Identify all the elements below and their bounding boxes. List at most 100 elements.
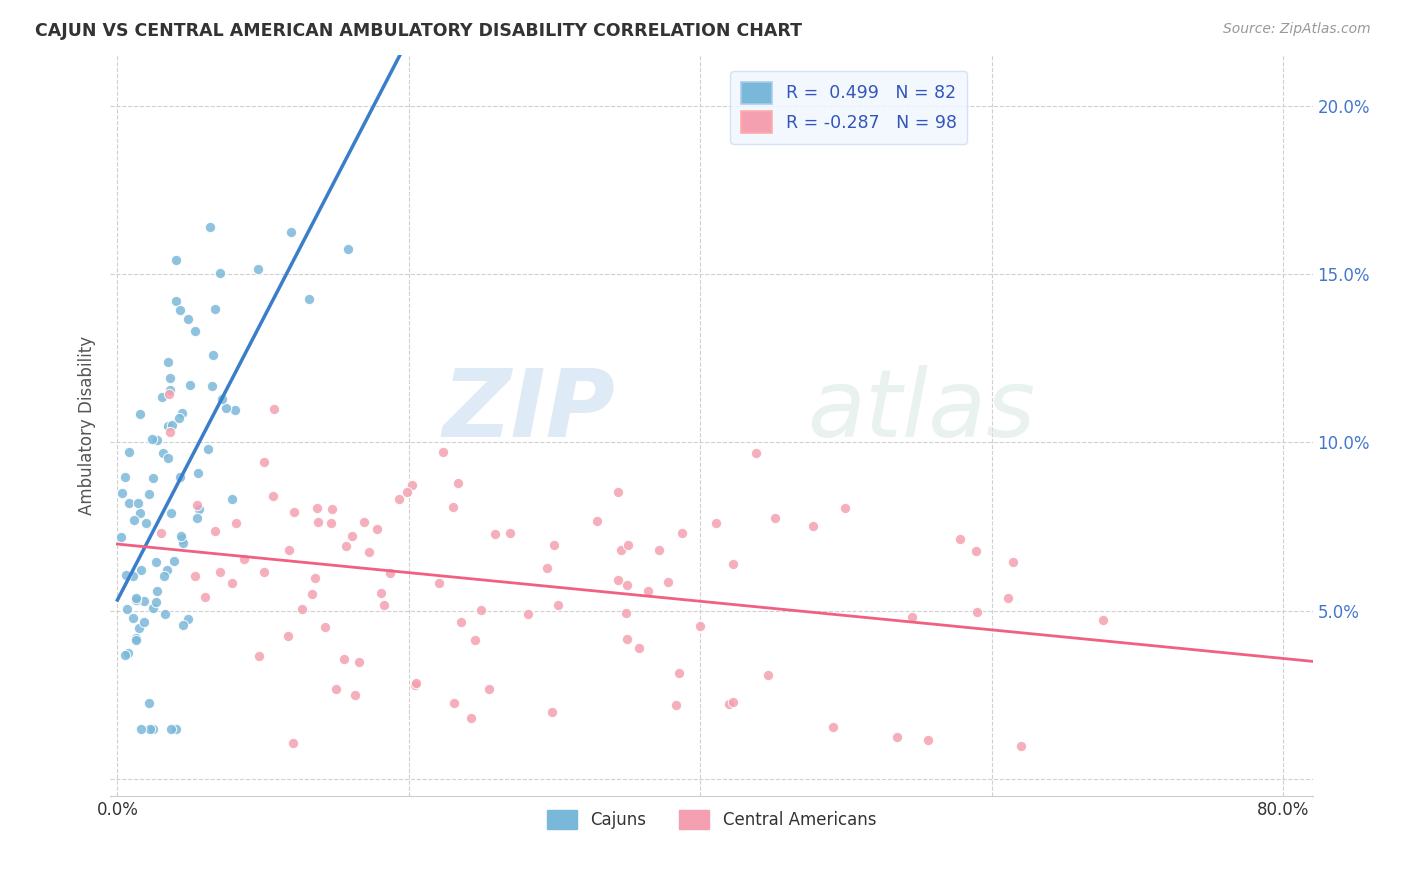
Point bbox=[366, 522, 388, 536]
Point bbox=[115, 602, 138, 616]
Point bbox=[118, 445, 141, 459]
Point bbox=[763, 510, 786, 524]
Legend: Cajuns, Central Americans: Cajuns, Central Americans bbox=[540, 804, 883, 836]
Point bbox=[547, 598, 569, 612]
Point bbox=[150, 525, 173, 540]
Point bbox=[353, 515, 375, 529]
Point bbox=[745, 446, 768, 460]
Text: Source: ZipAtlas.com: Source: ZipAtlas.com bbox=[1223, 22, 1371, 37]
Point bbox=[184, 324, 207, 338]
Point bbox=[129, 407, 152, 421]
Point bbox=[834, 501, 856, 516]
Point bbox=[966, 605, 988, 619]
Point bbox=[135, 516, 157, 531]
Point bbox=[187, 467, 209, 481]
Point bbox=[204, 524, 226, 538]
Point bbox=[949, 532, 972, 546]
Point bbox=[280, 225, 302, 239]
Point bbox=[801, 518, 824, 533]
Point bbox=[221, 492, 243, 507]
Point bbox=[221, 576, 243, 591]
Point bbox=[197, 442, 219, 456]
Point bbox=[657, 574, 679, 589]
Point bbox=[464, 632, 486, 647]
Point bbox=[450, 615, 472, 629]
Point bbox=[215, 401, 238, 415]
Point bbox=[125, 632, 148, 646]
Point bbox=[307, 501, 329, 516]
Point bbox=[179, 378, 201, 392]
Point bbox=[395, 484, 418, 499]
Point bbox=[517, 607, 540, 621]
Point bbox=[321, 502, 343, 516]
Point bbox=[721, 558, 744, 572]
Point bbox=[165, 253, 187, 268]
Point bbox=[145, 555, 167, 569]
Point bbox=[900, 609, 922, 624]
Point bbox=[172, 407, 194, 421]
Point bbox=[291, 601, 314, 615]
Point bbox=[470, 603, 492, 617]
Point bbox=[689, 618, 711, 632]
Point bbox=[157, 418, 180, 433]
Point bbox=[225, 516, 247, 531]
Point bbox=[378, 566, 401, 581]
Point bbox=[156, 563, 179, 577]
Point bbox=[283, 736, 305, 750]
Point bbox=[614, 606, 637, 620]
Point bbox=[429, 576, 451, 591]
Point bbox=[606, 574, 628, 588]
Point bbox=[211, 392, 233, 406]
Point bbox=[1091, 613, 1114, 627]
Point bbox=[543, 538, 565, 552]
Point bbox=[965, 543, 987, 558]
Point bbox=[460, 710, 482, 724]
Point bbox=[405, 675, 427, 690]
Point bbox=[1001, 555, 1024, 569]
Point bbox=[617, 538, 640, 552]
Point bbox=[668, 666, 690, 681]
Point bbox=[247, 648, 270, 663]
Point bbox=[283, 505, 305, 519]
Point bbox=[198, 220, 221, 235]
Point bbox=[152, 569, 174, 583]
Text: ZIP: ZIP bbox=[443, 365, 616, 457]
Point bbox=[401, 477, 423, 491]
Point bbox=[585, 514, 607, 528]
Point bbox=[704, 516, 727, 530]
Point bbox=[997, 591, 1019, 606]
Point bbox=[616, 578, 638, 592]
Point bbox=[1010, 739, 1032, 753]
Point bbox=[304, 570, 326, 584]
Point bbox=[160, 722, 183, 736]
Point bbox=[232, 552, 254, 566]
Point bbox=[224, 403, 246, 417]
Point bbox=[165, 722, 187, 736]
Point bbox=[117, 646, 139, 660]
Point bbox=[177, 312, 200, 326]
Point bbox=[262, 490, 284, 504]
Point bbox=[129, 722, 152, 736]
Point bbox=[647, 543, 669, 558]
Point bbox=[186, 498, 208, 512]
Point bbox=[319, 516, 342, 531]
Point bbox=[159, 506, 181, 520]
Y-axis label: Ambulatory Disability: Ambulatory Disability bbox=[79, 336, 96, 516]
Text: CAJUN VS CENTRAL AMERICAN AMBULATORY DISABILITY CORRELATION CHART: CAJUN VS CENTRAL AMERICAN AMBULATORY DIS… bbox=[35, 22, 803, 40]
Point bbox=[138, 486, 160, 500]
Point bbox=[142, 722, 165, 736]
Point bbox=[718, 697, 741, 711]
Point bbox=[142, 601, 165, 615]
Point bbox=[253, 455, 276, 469]
Point bbox=[139, 722, 162, 736]
Point bbox=[201, 378, 224, 392]
Point bbox=[153, 607, 176, 621]
Point bbox=[172, 536, 194, 550]
Point bbox=[142, 471, 165, 485]
Point bbox=[536, 561, 558, 575]
Point bbox=[167, 411, 190, 425]
Point bbox=[886, 730, 908, 744]
Point bbox=[202, 348, 225, 362]
Point bbox=[325, 682, 347, 697]
Point bbox=[177, 612, 200, 626]
